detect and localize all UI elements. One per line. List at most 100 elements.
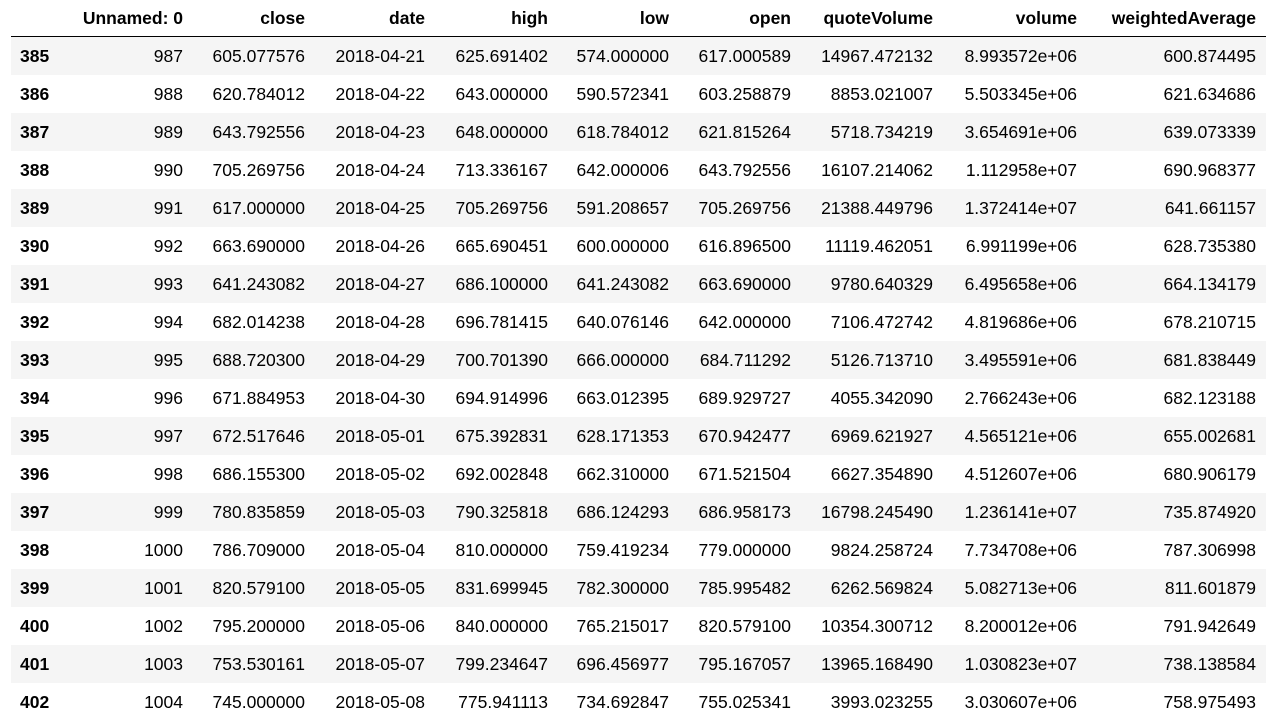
cell-volume: 1.372414e+07	[964, 198, 1077, 218]
cell-volume: 6.991199e+06	[965, 236, 1077, 256]
cell-high: 810.000000	[455, 540, 548, 560]
cell-open: 785.995482	[698, 578, 791, 598]
cell-volume: 5.503345e+06	[964, 84, 1077, 104]
table-row: 396 998 686.155300 2018-05-02 692.002848 662.…	[11, 455, 1266, 493]
cell-high: 625.691402	[455, 46, 548, 66]
cell-low: 591.208657	[576, 198, 669, 218]
cell-date: 2018-05-01	[335, 426, 425, 446]
cell-open: 795.167057	[698, 654, 791, 674]
cell-weighted-average: 600.874495	[1163, 46, 1256, 66]
cell-high: 831.699945	[455, 578, 548, 598]
row-index: 390	[20, 236, 50, 256]
row-index: 387	[20, 122, 50, 142]
cell-weighted-average: 791.942649	[1163, 616, 1256, 636]
cell-quote-volume: 5126.713710	[830, 350, 933, 370]
cell-high: 694.914996	[455, 388, 548, 408]
cell-close: 605.077576	[212, 46, 305, 66]
cell-low: 574.000000	[576, 46, 669, 66]
cell-date: 2018-04-23	[335, 122, 425, 142]
cell-weighted-average: 682.123188	[1163, 388, 1256, 408]
row-index: 394	[20, 388, 50, 408]
cell-open: 755.025341	[698, 692, 791, 712]
cell-weighted-average: 664.134179	[1163, 274, 1256, 294]
cell-quote-volume: 6627.354890	[830, 464, 933, 484]
cell-quote-volume: 13965.168490	[821, 654, 933, 674]
cell-close: 820.579100	[212, 578, 305, 598]
cell-low: 640.076146	[576, 312, 669, 332]
cell-high: 713.336167	[455, 160, 548, 180]
cell-date: 2018-04-28	[335, 312, 425, 332]
header-high: high	[435, 0, 558, 37]
cell-high: 648.000000	[455, 122, 548, 142]
cell-unnamed-0: 1004	[144, 692, 183, 712]
header-close: close	[193, 0, 315, 37]
cell-weighted-average: 680.906179	[1163, 464, 1256, 484]
cell-close: 643.792556	[212, 122, 305, 142]
cell-quote-volume: 6262.569824	[830, 578, 933, 598]
cell-close: 686.155300	[212, 464, 305, 484]
cell-quote-volume: 10354.300712	[821, 616, 933, 636]
cell-close: 672.517646	[212, 426, 305, 446]
cell-close: 786.709000	[212, 540, 305, 560]
row-index: 399	[20, 578, 50, 598]
cell-unnamed-0: 1002	[144, 616, 183, 636]
cell-low: 600.000000	[576, 236, 669, 256]
cell-volume: 1.236141e+07	[964, 502, 1077, 522]
cell-unnamed-0: 995	[153, 350, 183, 370]
cell-open: 671.521504	[698, 464, 791, 484]
header-quote-volume: quoteVolume	[801, 0, 943, 37]
row-index: 395	[20, 426, 50, 446]
table-row: 397 999 780.835859 2018-05-03 790.325818 686.…	[11, 493, 1266, 531]
cell-high: 675.392831	[455, 426, 548, 446]
cell-quote-volume: 3993.023255	[830, 692, 933, 712]
cell-unnamed-0: 1003	[144, 654, 183, 674]
cell-unnamed-0: 996	[153, 388, 183, 408]
cell-low: 759.419234	[576, 540, 669, 560]
cell-volume: 4.512607e+06	[964, 464, 1077, 484]
cell-date: 2018-05-06	[335, 616, 425, 636]
cell-weighted-average: 628.735380	[1163, 236, 1256, 256]
cell-unnamed-0: 997	[153, 426, 183, 446]
cell-close: 780.835859	[212, 502, 305, 522]
cell-open: 670.942477	[698, 426, 791, 446]
table-row: 386 988 620.784012 2018-04-22 643.000000 590.…	[11, 75, 1266, 113]
cell-date: 2018-04-29	[335, 350, 425, 370]
table-row: 398 1000 786.709000 2018-05-04 810.000000 759…	[11, 531, 1266, 569]
cell-date: 2018-05-05	[335, 578, 425, 598]
cell-high: 705.269756	[455, 198, 548, 218]
table-row: 399 1001 820.579100 2018-05-05 831.699945 782…	[11, 569, 1266, 607]
cell-open: 616.896500	[698, 236, 791, 256]
cell-date: 2018-05-03	[335, 502, 425, 522]
cell-low: 686.124293	[576, 502, 669, 522]
table-row: 391 993 641.243082 2018-04-27 686.100000 641.…	[11, 265, 1266, 303]
cell-weighted-average: 678.210715	[1163, 312, 1256, 332]
row-index: 391	[20, 274, 50, 294]
header-index	[11, 0, 66, 37]
cell-date: 2018-05-07	[335, 654, 425, 674]
table-body: 385 987 605.077576 2018-04-21 625.691402 574.…	[11, 36, 1266, 721]
cell-volume: 5.082713e+06	[964, 578, 1077, 598]
cell-unnamed-0: 991	[153, 198, 183, 218]
cell-low: 590.572341	[576, 84, 669, 104]
cell-date: 2018-05-08	[335, 692, 425, 712]
cell-open: 779.000000	[698, 540, 791, 560]
cell-low: 734.692847	[576, 692, 669, 712]
cell-volume: 8.993572e+06	[964, 46, 1077, 66]
table-row: 385 987 605.077576 2018-04-21 625.691402 574.…	[11, 36, 1266, 75]
cell-volume: 2.766243e+06	[964, 388, 1077, 408]
cell-quote-volume: 8853.021007	[830, 84, 933, 104]
cell-date: 2018-04-22	[335, 84, 425, 104]
cell-date: 2018-04-21	[335, 46, 425, 66]
row-index: 398	[20, 540, 50, 560]
table-row: 401 1003 753.530161 2018-05-07 799.234647 696…	[11, 645, 1266, 683]
dataframe-table: Unnamed: 0 close date high low open quot…	[11, 0, 1266, 721]
header-row: Unnamed: 0 close date high low open quot…	[11, 0, 1266, 37]
cell-weighted-average: 787.306998	[1163, 540, 1256, 560]
cell-weighted-average: 738.138584	[1163, 654, 1256, 674]
cell-low: 696.456977	[576, 654, 669, 674]
cell-date: 2018-04-30	[335, 388, 425, 408]
cell-volume: 1.030823e+07	[964, 654, 1077, 674]
cell-unnamed-0: 1001	[144, 578, 183, 598]
cell-weighted-average: 639.073339	[1163, 122, 1256, 142]
